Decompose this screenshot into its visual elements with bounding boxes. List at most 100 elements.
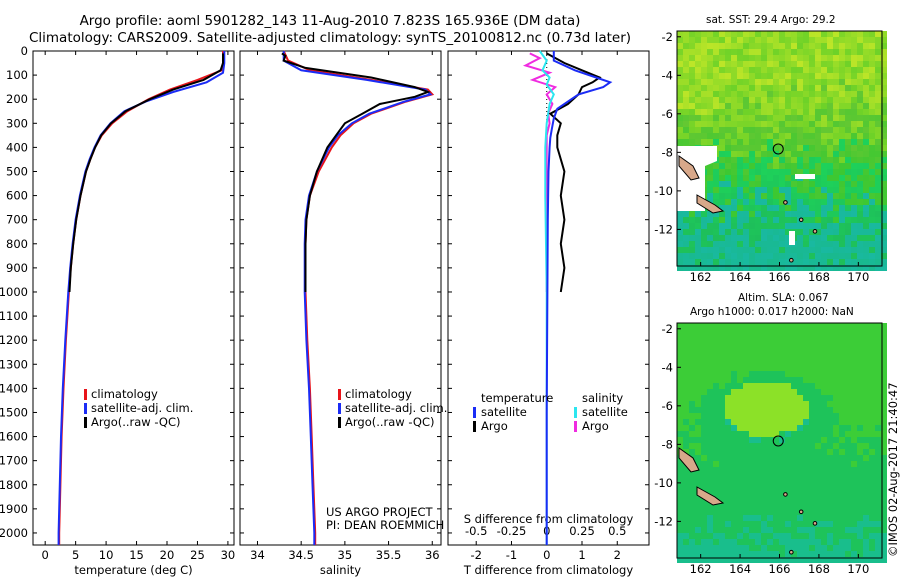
sst-map-cell <box>773 31 779 37</box>
sst-map-cell <box>707 43 713 49</box>
sla-map-cell <box>869 557 875 563</box>
sla-map-cell <box>833 449 839 455</box>
sst-map-cell <box>689 67 695 73</box>
sst-map-cell <box>743 127 749 133</box>
sst-map-cell <box>683 211 689 217</box>
sst-map-cell <box>731 211 737 217</box>
sst-map-cell <box>869 109 875 115</box>
sst-map-cell <box>827 175 833 181</box>
sst-map-cell <box>827 265 833 271</box>
sst-map-cell <box>821 61 827 67</box>
sla-map-cell <box>857 323 863 329</box>
sst-map-cell <box>743 151 749 157</box>
sla-map-cell <box>725 509 731 515</box>
sst-map-cell <box>845 79 851 85</box>
sla-map-cell <box>767 503 773 509</box>
sla-map-cell <box>821 551 827 557</box>
sst-map-cell <box>827 85 833 91</box>
sla-map-cell <box>755 389 761 395</box>
sst-map-cell <box>869 73 875 79</box>
sla-map-cell <box>791 383 797 389</box>
sla-map-cell <box>731 503 737 509</box>
sst-map-cell <box>821 217 827 223</box>
sst-map-cell <box>737 61 743 67</box>
sla-map-cell <box>677 395 683 401</box>
sst-lat-label: -2 <box>662 30 673 44</box>
sla-map-cell <box>815 521 821 527</box>
sst-map-cell <box>749 79 755 85</box>
sla-map-cell <box>701 365 707 371</box>
sla-map-cell <box>779 485 785 491</box>
sst-map-cell <box>767 157 773 163</box>
sst-map-cell <box>683 55 689 61</box>
sla-map-cell <box>767 341 773 347</box>
sla-map-cell <box>719 371 725 377</box>
sst-map-cell <box>803 157 809 163</box>
sla-map-cell <box>821 335 827 341</box>
sla-map-cell <box>791 443 797 449</box>
sst-map-cell <box>695 235 701 241</box>
sla-map-cell <box>821 413 827 419</box>
sst-map-cell <box>737 121 743 127</box>
sla-map-cell <box>785 347 791 353</box>
sst-map-cell <box>845 133 851 139</box>
sla-map-cell <box>851 527 857 533</box>
sst-map-cell <box>815 193 821 199</box>
sst-map-cell <box>677 217 683 223</box>
sst-map-cell <box>689 109 695 115</box>
sla-map-cell <box>797 533 803 539</box>
sla-map-cell <box>809 557 815 563</box>
sla-map-cell <box>683 551 689 557</box>
sla-map-cell <box>707 533 713 539</box>
sst-map-cell <box>809 91 815 97</box>
sst-map-cell <box>701 109 707 115</box>
sst-map-cell <box>791 115 797 121</box>
sla-map-cell <box>737 539 743 545</box>
sla-map-cell <box>767 509 773 515</box>
sla-map-cell <box>803 545 809 551</box>
sst-map-cell <box>881 55 887 61</box>
sla-map-cell <box>857 473 863 479</box>
sla-map-cell <box>773 347 779 353</box>
depth-tick-label: 800 <box>6 237 28 251</box>
sla-map-cell <box>851 323 857 329</box>
sst-map-cell <box>767 163 773 169</box>
sla-map-cell <box>755 527 761 533</box>
sla-map-cell <box>863 473 869 479</box>
sst-map-cell <box>815 229 821 235</box>
sla-map-cell <box>791 323 797 329</box>
sst-map-cell <box>731 265 737 271</box>
sla-map-cell <box>875 527 881 533</box>
sst-map-cell <box>713 235 719 241</box>
sla-map-cell <box>803 383 809 389</box>
sst-map-cell <box>761 241 767 247</box>
sst-map-cell <box>791 259 797 265</box>
sst-map-cell <box>695 103 701 109</box>
sst-map-cell <box>803 139 809 145</box>
sla-map-cell <box>719 443 725 449</box>
sst-map-cell <box>827 235 833 241</box>
sla-map-cell <box>875 509 881 515</box>
sla-map-cell <box>725 443 731 449</box>
sla-map-cell <box>809 533 815 539</box>
sst-map-cell <box>803 91 809 97</box>
sla-map-cell <box>851 557 857 563</box>
sst-map-cell <box>851 121 857 127</box>
sst-map-cell <box>707 235 713 241</box>
sla-map-cell <box>875 485 881 491</box>
sla-map-cell <box>833 347 839 353</box>
sla-map-cell <box>881 473 887 479</box>
sst-map-cell <box>713 163 719 169</box>
sla-map-cell <box>779 527 785 533</box>
sst-map-cell <box>701 247 707 253</box>
sst-map-cell <box>803 193 809 199</box>
sst-map-cell <box>785 73 791 79</box>
sla-map-cell <box>833 353 839 359</box>
sla-map-cell <box>791 389 797 395</box>
sla-map-cell <box>803 491 809 497</box>
sst-map-cell <box>767 139 773 145</box>
sst-map-cell <box>851 31 857 37</box>
sst-map-cell <box>677 67 683 73</box>
sla-map-cell <box>839 335 845 341</box>
sst-map-cell <box>875 133 881 139</box>
